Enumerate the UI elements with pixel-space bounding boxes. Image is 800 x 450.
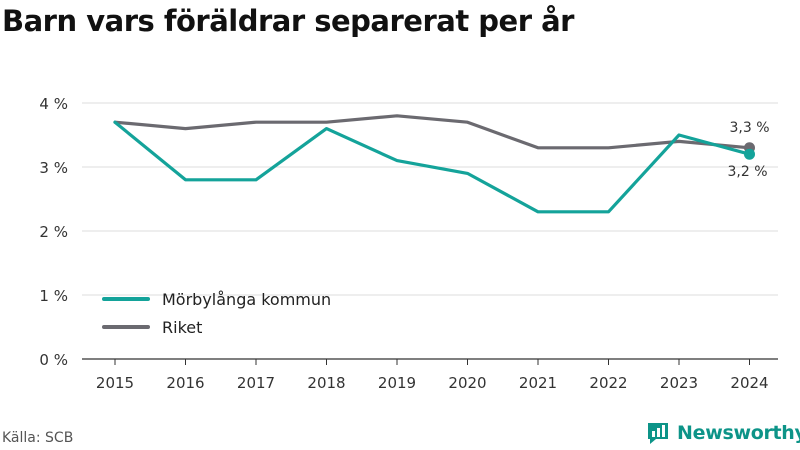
x-tick-label: 2018	[307, 374, 345, 392]
x-tick-label: 2022	[589, 374, 627, 392]
legend-label: Riket	[162, 318, 202, 337]
brand-logo: Newsworthy	[645, 420, 800, 446]
x-tick-label: 2016	[166, 374, 204, 392]
x-tick-label: 2015	[96, 374, 134, 392]
legend-label: Mörbylånga kommun	[162, 290, 331, 309]
y-tick-label: 0 %	[39, 351, 68, 369]
series-endpoint-morbylanga	[744, 148, 755, 160]
y-tick-label: 1 %	[39, 287, 68, 305]
x-tick-label: 2020	[448, 374, 486, 392]
x-tick-label: 2019	[378, 374, 416, 392]
end-label-morbylanga: 3,2 %	[727, 164, 767, 180]
brand-name: Newsworthy	[677, 422, 800, 444]
end-label-riket: 3,3 %	[729, 120, 769, 136]
newsworthy-logo-icon	[648, 423, 668, 444]
x-tick-label: 2017	[237, 374, 275, 392]
x-tick-label: 2023	[660, 374, 698, 392]
chart-title: Barn vars föräldrar separerat per år	[2, 4, 574, 38]
y-tick-label: 2 %	[39, 223, 68, 241]
series-line-riket	[113, 114, 752, 150]
series-line-morbylanga	[113, 120, 752, 214]
y-tick-label: 3 %	[39, 159, 68, 177]
source-note: Källa: SCB	[2, 430, 74, 446]
x-tick-label: 2021	[519, 374, 557, 392]
x-tick-label: 2024	[730, 374, 768, 392]
y-tick-label: 4 %	[39, 95, 68, 113]
